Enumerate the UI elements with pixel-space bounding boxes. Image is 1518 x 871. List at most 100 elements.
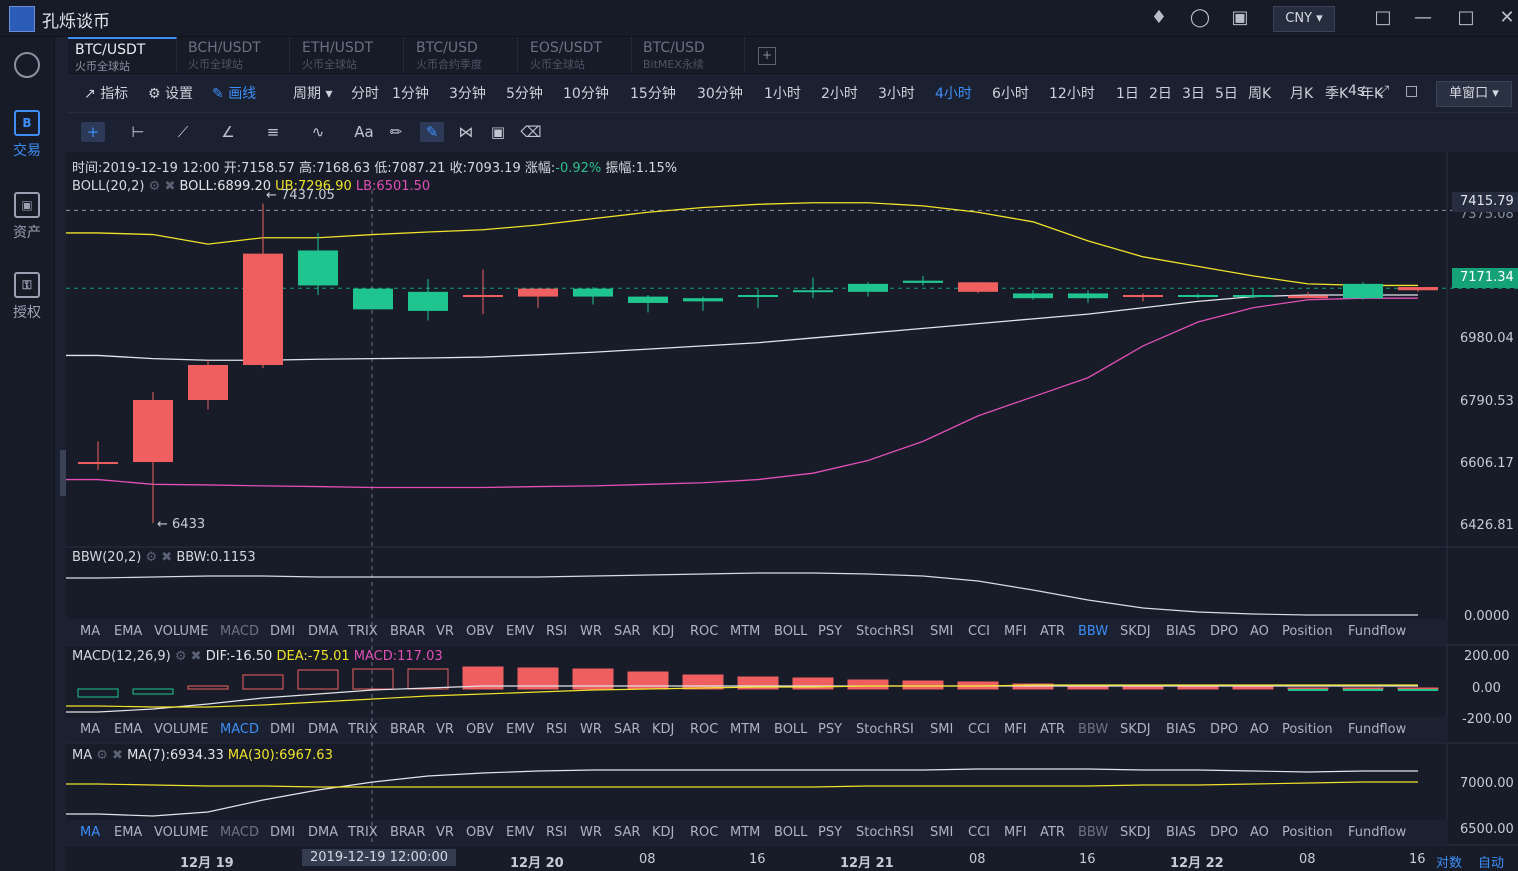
- bbw-close-icon[interactable]: ✖: [161, 550, 173, 565]
- indicator-stochrsi[interactable]: StochRSI: [856, 624, 914, 639]
- indicator-stochrsi[interactable]: StochRSI: [856, 825, 914, 840]
- indicator-kdj[interactable]: KDJ: [652, 722, 675, 737]
- trend-line-icon[interactable]: ⟋: [177, 123, 189, 141]
- indicator-vr[interactable]: VR: [436, 825, 454, 840]
- period-0[interactable]: 分时: [351, 86, 379, 102]
- indicator-skdj[interactable]: SKDJ: [1120, 825, 1151, 840]
- indicator-ma[interactable]: MA: [80, 624, 101, 639]
- indicator-vr[interactable]: VR: [436, 624, 454, 639]
- period-4[interactable]: 10分钟: [563, 86, 609, 102]
- indicator-dmi[interactable]: DMI: [270, 722, 296, 737]
- lock-icon[interactable]: ▣: [490, 123, 506, 141]
- indicator-volume[interactable]: VOLUME: [154, 825, 209, 840]
- indicator-roc[interactable]: ROC: [690, 825, 719, 840]
- indicator-skdj[interactable]: SKDJ: [1120, 624, 1151, 639]
- indicator-roc[interactable]: ROC: [690, 722, 719, 737]
- indicator-bias[interactable]: BIAS: [1166, 722, 1196, 737]
- horizontal-line-icon[interactable]: ⊢: [131, 123, 145, 141]
- indicator-ao[interactable]: AO: [1250, 825, 1269, 840]
- parallel-lines-icon[interactable]: ≡: [266, 123, 280, 141]
- tab-bch-usdt[interactable]: BCH/USDT 火币全球站: [181, 37, 290, 73]
- indicator-position[interactable]: Position: [1282, 624, 1333, 639]
- indicator-rsi[interactable]: RSI: [546, 722, 568, 737]
- bell-icon[interactable]: ♦: [1150, 7, 1168, 28]
- period-7[interactable]: 1小时: [764, 86, 801, 102]
- indicator-ema[interactable]: EMA: [114, 624, 143, 639]
- indicator-volume[interactable]: VOLUME: [154, 722, 209, 737]
- indicator-trix[interactable]: TRIX: [348, 722, 378, 737]
- crosshair-icon[interactable]: +: [81, 122, 105, 142]
- period-19[interactable]: 季K: [1325, 86, 1349, 102]
- indicator-cci[interactable]: CCI: [968, 825, 990, 840]
- indicator-position[interactable]: Position: [1282, 722, 1333, 737]
- settings-button[interactable]: ⚙ 设置: [148, 86, 194, 102]
- indicator-wr[interactable]: WR: [580, 722, 602, 737]
- period-3[interactable]: 5分钟: [506, 86, 543, 102]
- macd-close-icon[interactable]: ✖: [190, 649, 202, 664]
- tab-btc-usd-bitmex[interactable]: BTC/USD BitMEX永续: [636, 37, 745, 73]
- refresh-interval[interactable]: 4s: [1348, 83, 1365, 99]
- indicator-dpo[interactable]: DPO: [1210, 624, 1239, 639]
- indicator-dmi[interactable]: DMI: [270, 624, 296, 639]
- period-17[interactable]: 周K: [1248, 86, 1272, 102]
- indicator-mtm[interactable]: MTM: [730, 825, 761, 840]
- indicator-bbw[interactable]: BBW: [1078, 825, 1109, 840]
- indicator-sar[interactable]: SAR: [614, 722, 641, 737]
- boll-settings-icon[interactable]: ⚙: [148, 179, 161, 194]
- indicator-smi[interactable]: SMI: [930, 722, 954, 737]
- draw-button[interactable]: ✎ 画线: [212, 86, 257, 102]
- indicator-wr[interactable]: WR: [580, 825, 602, 840]
- ruler-icon[interactable]: ✏: [389, 123, 403, 141]
- indicator-smi[interactable]: SMI: [930, 624, 954, 639]
- ma-close-icon[interactable]: ✖: [112, 748, 123, 763]
- period-14[interactable]: 2日: [1149, 86, 1172, 102]
- period-10[interactable]: 4小时: [935, 86, 972, 102]
- fullscreen-icon[interactable]: ⤢: [1378, 83, 1390, 99]
- period-20[interactable]: 年K: [1360, 86, 1384, 102]
- indicator-vr[interactable]: VR: [436, 722, 454, 737]
- text-icon[interactable]: Aa: [354, 123, 374, 141]
- shirt-icon[interactable]: ▣: [1231, 7, 1249, 28]
- indicator-brar[interactable]: BRAR: [390, 825, 426, 840]
- indicator-trix[interactable]: TRIX: [348, 825, 378, 840]
- screenshot-icon[interactable]: □: [1405, 83, 1419, 99]
- tab-eth-usdt[interactable]: ETH/USDT 火币全球站: [295, 37, 404, 73]
- indicator-dma[interactable]: DMA: [308, 722, 339, 737]
- currency-select[interactable]: CNY ▾: [1273, 6, 1335, 32]
- indicator-roc[interactable]: ROC: [690, 624, 719, 639]
- sidebar-item-home[interactable]: [0, 52, 54, 82]
- indicator-mfi[interactable]: MFI: [1004, 825, 1027, 840]
- indicator-dpo[interactable]: DPO: [1210, 825, 1239, 840]
- period-5[interactable]: 15分钟: [630, 86, 676, 102]
- indicator-cci[interactable]: CCI: [968, 624, 990, 639]
- indicator-bbw[interactable]: BBW: [1078, 722, 1109, 737]
- indicator-sar[interactable]: SAR: [614, 624, 641, 639]
- indicator-bbw[interactable]: BBW: [1078, 624, 1109, 639]
- indicator-macd[interactable]: MACD: [220, 825, 259, 840]
- indicator-atr[interactable]: ATR: [1040, 722, 1065, 737]
- period-11[interactable]: 6小时: [992, 86, 1029, 102]
- popout-icon[interactable]: □: [1374, 7, 1392, 28]
- tab-eos-usdt[interactable]: EOS/USDT 火币全球站: [523, 37, 632, 73]
- indicator-psy[interactable]: PSY: [818, 825, 843, 840]
- indicator-obv[interactable]: OBV: [466, 624, 494, 639]
- tab-btc-usdt[interactable]: BTC/USDT 火币全球站: [68, 37, 177, 73]
- indicator-stochrsi[interactable]: StochRSI: [856, 722, 914, 737]
- indicator-sar[interactable]: SAR: [614, 825, 641, 840]
- indicator-macd[interactable]: MACD: [220, 624, 259, 639]
- period-1[interactable]: 1分钟: [392, 86, 429, 102]
- indicator-skdj[interactable]: SKDJ: [1120, 722, 1151, 737]
- wave-icon[interactable]: ∿: [311, 123, 325, 141]
- ma-settings-icon[interactable]: ⚙: [96, 748, 108, 763]
- indicator-volume[interactable]: VOLUME: [154, 624, 209, 639]
- indicator-ema[interactable]: EMA: [114, 722, 143, 737]
- indicator-smi[interactable]: SMI: [930, 825, 954, 840]
- indicator-brar[interactable]: BRAR: [390, 624, 426, 639]
- indicator-emv[interactable]: EMV: [506, 624, 535, 639]
- indicator-mtm[interactable]: MTM: [730, 624, 761, 639]
- add-tab-button[interactable]: +: [758, 47, 776, 65]
- sidebar-item-auth[interactable]: ⚿ 授权: [0, 272, 54, 322]
- sidebar-item-assets[interactable]: ▣ 资产: [0, 192, 54, 242]
- indicator-ema[interactable]: EMA: [114, 825, 143, 840]
- period-12[interactable]: 12小时: [1049, 86, 1095, 102]
